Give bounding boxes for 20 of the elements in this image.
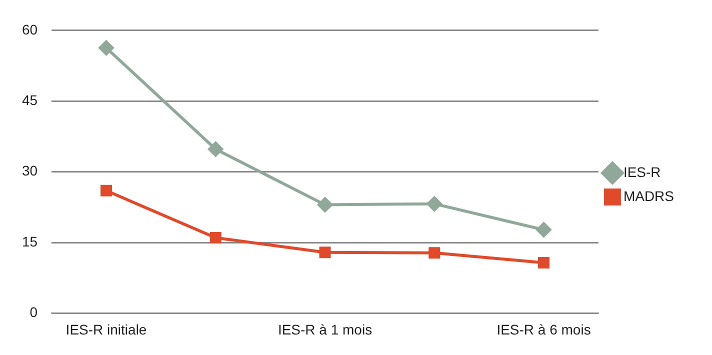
y-tick-label: 45 [22, 92, 38, 108]
point [208, 142, 224, 157]
point [318, 197, 333, 212]
point [426, 196, 442, 212]
x-tick-label: IES-R à 1 mois [278, 321, 372, 338]
y-tick-label: 0 [30, 304, 38, 320]
x-tick-label: IES-R initiale [66, 321, 147, 338]
point [98, 40, 114, 56]
y-tick-label: 60 [22, 21, 38, 38]
point [538, 257, 550, 269]
y-tick-label: 30 [22, 162, 38, 179]
point [319, 246, 331, 258]
point [100, 184, 112, 196]
legend-label: IES-R [623, 164, 661, 180]
point [428, 247, 440, 259]
legend-label: MADRS [623, 188, 674, 204]
point [536, 222, 552, 238]
x-tick-label: IES-R à 6 mois [496, 321, 591, 338]
point [210, 232, 222, 244]
y-tick-label: 15 [22, 233, 38, 250]
